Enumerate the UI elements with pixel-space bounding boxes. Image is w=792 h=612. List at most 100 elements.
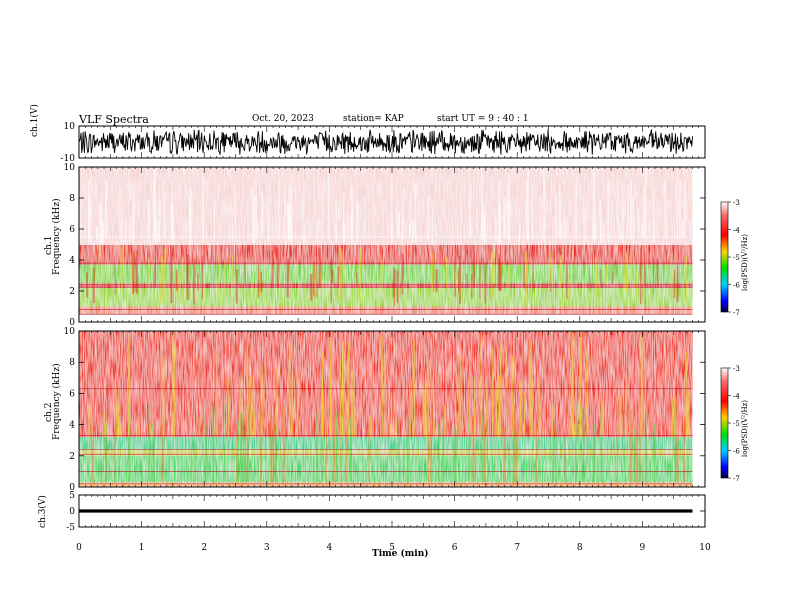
ch1-spectrogram-streak <box>500 261 502 292</box>
ch2-spectrogram-streak <box>513 431 515 483</box>
ch2-spectrogram-streak <box>608 344 611 435</box>
ch1-spectrogram-streak <box>231 254 234 285</box>
ch2-spectrogram-ytick-label: 0 <box>69 483 75 493</box>
ch1-spectrogram-streak <box>343 191 345 244</box>
ch2-spectrogram-streak <box>477 354 480 429</box>
ch1-spectrogram-streak <box>218 253 220 300</box>
ch2-spectrogram-streak <box>209 350 211 428</box>
ch1-spectrogram-streak <box>681 220 684 239</box>
ch1-spectrogram-streak <box>483 210 486 244</box>
ch1-spectrogram-ytick-label: 8 <box>69 194 75 204</box>
ch2-spectrogram-streak <box>282 391 284 427</box>
ch1-spectrogram-streak <box>617 176 619 239</box>
ch1-spectrogram-streak <box>664 180 667 239</box>
ch2-spectrogram-streak <box>483 383 485 431</box>
ch2-spectrogram-streak <box>339 359 341 438</box>
ch1-spectrogram-band-0 <box>79 314 693 322</box>
ch2-spectrogram-streak <box>672 396 674 438</box>
ch1-spectrogram-streak <box>656 205 658 238</box>
ch2-spectrogram-streak <box>245 401 247 483</box>
ch2-spectrogram-streak <box>635 356 638 437</box>
ch1-spectrogram-streak <box>100 223 103 243</box>
ch2-spectrogram-streak <box>252 375 254 438</box>
ch1-spectrogram-streak <box>632 247 634 296</box>
ch2-spectrogram-streak <box>396 419 398 438</box>
ch2-spectrogram-streak <box>616 424 618 483</box>
ch2-spectrogram-streak <box>104 421 107 438</box>
ch1-spectrogram-band-6 <box>79 167 693 245</box>
ch1-spectrogram-streak <box>573 274 575 286</box>
ch1-spectrogram-streak <box>656 258 659 288</box>
ch2-spectrogram-streak <box>507 392 510 427</box>
ch2-spectrogram-streak <box>359 379 361 436</box>
ch2-spectrogram-streak <box>468 379 470 438</box>
ch2-colorbar-tick-label: -7 <box>733 475 740 483</box>
ch1-spectrogram-streak <box>316 259 318 298</box>
ch1-spectrogram-streak <box>397 211 400 238</box>
ch1-waveform-ytick-label: 10 <box>64 122 76 132</box>
ch1-spectrogram-streak <box>560 222 563 238</box>
x-tick-label: 1 <box>139 543 145 553</box>
ch2-spectrogram-streak <box>129 406 131 483</box>
ch1-spectrogram-streaks <box>80 167 688 307</box>
ch1-spectrogram-streak <box>283 220 285 241</box>
ch2-spectrogram-streak <box>645 411 647 483</box>
ch1-spectrogram-streak <box>318 247 321 289</box>
ch1-spectrogram-streak <box>575 178 577 240</box>
x-tick-label: 6 <box>452 543 458 553</box>
ch1-spectrogram-streak <box>643 252 645 284</box>
ch1-spectrogram-streak <box>321 189 323 239</box>
ch2-spectrogram-streak <box>509 404 510 483</box>
ch2-spectrogram-streak <box>578 424 580 438</box>
ch2-spectrogram-streak <box>150 334 152 423</box>
ch1-spectrogram-streak <box>253 194 256 243</box>
ch1-spectrogram-streak <box>409 191 411 239</box>
ch1-spectrogram-streak <box>592 173 595 241</box>
ch2-spectrogram-streak <box>390 392 393 438</box>
ch2-spectrogram-streak <box>544 366 546 437</box>
ch2-spectrogram-streak <box>117 381 120 428</box>
ch1-spectrogram-ytick-label: 0 <box>69 318 75 328</box>
ch1-spectrogram-streak <box>626 270 629 289</box>
ch2-spectrogram-streak <box>515 430 518 483</box>
ch2-spectrogram-streak <box>243 428 245 483</box>
ch1-spectrogram-streak <box>262 207 264 240</box>
ch2-spectrogram-streak <box>199 415 201 438</box>
ch2-spectrogram-streak <box>114 429 116 483</box>
ch1-spectrogram-streak <box>396 203 398 238</box>
ch1-spectrogram-streak <box>177 273 180 301</box>
ch2-spectrogram-streak <box>509 352 511 430</box>
ch2-spectrogram-streak <box>423 387 426 438</box>
ch1-spectrogram-streak <box>498 205 502 245</box>
ch2-spectrogram-streak <box>469 349 472 430</box>
ch1-spectrogram-streak <box>95 225 98 238</box>
ch2-spectrogram-streak <box>582 407 585 483</box>
ch1-spectrogram-bands <box>79 167 693 322</box>
ch2-spectrogram-streak <box>413 341 416 438</box>
ch1-spectrogram-streak <box>160 256 163 305</box>
ch2-spectrogram-streak <box>329 367 331 438</box>
ch1-spectrogram-streak <box>391 221 393 243</box>
ch1-spectrogram-streak <box>170 202 173 240</box>
ch2-spectrogram-streak <box>398 361 401 431</box>
ch1-spectrogram-streak <box>676 263 679 303</box>
ch1-spectrogram-streak <box>252 186 255 244</box>
ch2-spectrogram-streak <box>576 414 579 437</box>
ch2-spectrogram-streak <box>335 412 338 483</box>
ch2-spectrogram-streak <box>236 429 238 483</box>
ch1-spectrogram-streak <box>476 208 478 238</box>
ch2-spectrogram-streak <box>623 427 625 483</box>
ch2-spectrogram-streak <box>349 336 350 429</box>
ch1-spectrogram-streak <box>395 268 397 287</box>
ch1-spectrogram-streak <box>523 260 525 289</box>
ch1-spectrogram-streak <box>481 173 483 240</box>
ch2-spectrogram-streak <box>91 427 94 483</box>
ch1-spectrogram-streak <box>503 196 506 238</box>
ch2-spectrogram-streak <box>458 382 460 438</box>
ch2-spectrogram-streak <box>297 371 299 438</box>
ch1-spectrogram-streak <box>157 219 160 242</box>
ch1-spectrogram-streak <box>484 263 487 304</box>
ch1-spectrogram-streak <box>471 226 473 238</box>
ch1-spectrogram-streak <box>302 193 304 239</box>
ch2-spectrogram-streak <box>444 405 446 438</box>
